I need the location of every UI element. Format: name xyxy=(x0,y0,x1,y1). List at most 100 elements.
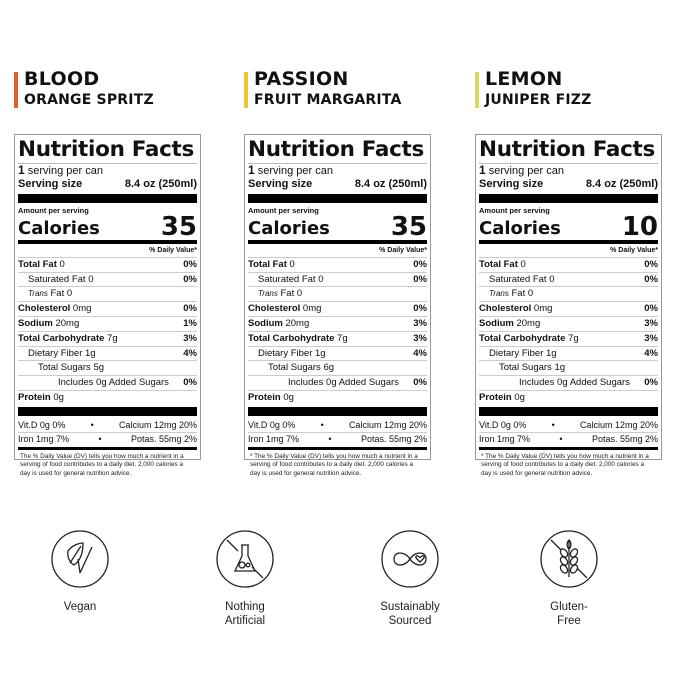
nutrient-name: Protein 0g xyxy=(479,391,525,405)
calories-value: 35 xyxy=(390,211,427,242)
nutrition-facts-title: Nutrition Facts xyxy=(479,137,658,164)
micronutrient-left: Iron 1mg 7% xyxy=(18,434,70,445)
amount-per-serving: Amount per serving xyxy=(18,205,89,215)
nutrient-label: Sodium xyxy=(18,317,53,329)
nutrient-name: Total Carbohydrate 7g xyxy=(18,332,118,346)
nutrient-row: Cholesterol 0mg 0% xyxy=(479,302,658,317)
nutrient-row: Saturated Fat 0 0% xyxy=(479,273,658,288)
feature-badge: Nothing Artificial xyxy=(185,528,305,628)
flavor-line-1: PASSION xyxy=(254,68,349,90)
flavor-line-2: ORANGE SPRITZ xyxy=(24,92,154,108)
nutrition-facts-title: Nutrition Facts xyxy=(18,137,197,164)
serving-size-row: Serving size 8.4 oz (250ml) xyxy=(248,178,427,192)
nutrient-row: Saturated Fat 0 0% xyxy=(18,273,197,288)
micronutrient-row: Iron 1mg 7% • Potas. 55mg 2% xyxy=(248,433,427,450)
no-wheat-icon xyxy=(509,528,629,590)
nutrient-name: Sodium 20mg xyxy=(248,317,309,331)
nutrient-amount: 0g xyxy=(514,391,525,403)
nutrient-daily-value: 3% xyxy=(413,332,427,344)
micronutrient-row: Iron 1mg 7% • Potas. 55mg 2% xyxy=(18,433,197,450)
nutrient-label: Total Sugars xyxy=(268,362,321,374)
nutrient-amount: 6g xyxy=(323,362,335,374)
nutrient-name: Sodium 20mg xyxy=(479,317,540,331)
nutrient-daily-value: 1% xyxy=(183,317,197,329)
nutrient-row: Total Sugars 1g xyxy=(479,361,658,377)
nutrient-label: Total Fat xyxy=(18,258,57,270)
thick-divider xyxy=(248,193,427,203)
flavor-accent-bar xyxy=(244,72,248,108)
nutrient-name: Total Sugars 1g xyxy=(479,361,565,375)
nutrient-daily-value: 0% xyxy=(644,377,658,389)
nutrient-daily-value: 4% xyxy=(644,347,658,359)
nutrient-label: Sodium xyxy=(248,317,283,329)
nutrient-label: Protein xyxy=(18,391,51,403)
servings-count: 1 xyxy=(479,163,486,177)
bullet-separator: • xyxy=(559,434,563,445)
nutrient-daily-value: 0% xyxy=(183,303,197,315)
nutrient-label: Dietary Fiber xyxy=(489,347,544,359)
no-flask-icon xyxy=(185,528,305,590)
bullet-separator: • xyxy=(98,434,102,445)
nutrient-name: Total Sugars 5g xyxy=(18,361,104,375)
micronutrient-row: Vit.D 0g 0% • Calcium 12mg 20% xyxy=(248,419,427,434)
nutrient-daily-value: 0% xyxy=(413,377,427,389)
daily-value-footnote: The % Daily Value (DV) tells you how muc… xyxy=(20,452,184,477)
nutrient-daily-value: 0% xyxy=(413,258,427,270)
nutrient-amount: 0 xyxy=(520,258,526,270)
thick-divider xyxy=(479,406,658,416)
feature-label: Vegan xyxy=(63,601,97,613)
nutrient-row: Sodium 20mg 1% xyxy=(18,317,197,332)
nutrient-daily-value: 0% xyxy=(644,258,658,270)
nutrient-name: Total Carbohydrate 7g xyxy=(248,332,348,346)
nutrient-name: Protein 0g xyxy=(18,391,64,405)
nutrient-amount: 20mg xyxy=(285,317,310,329)
flavor-line-1: LEMON xyxy=(485,68,563,90)
nutrient-amount: 0 xyxy=(289,258,295,270)
calories-label: Calories xyxy=(248,217,330,239)
nutrient-row: Total Fat 0 0% xyxy=(248,258,427,273)
nutrient-label: Total Fat xyxy=(479,258,518,270)
daily-value-header: % Daily Value* xyxy=(248,244,427,258)
nutrient-amount: 1g xyxy=(546,347,557,359)
nutrient-row: Sodium 20mg 3% xyxy=(248,317,427,332)
nutrient-label: Dietary Fiber xyxy=(28,347,83,359)
nutrient-row: Includes 0g Added Sugars 0% xyxy=(479,376,658,391)
bullet-separator: • xyxy=(551,419,555,430)
serving-size-row: Serving size 8.4 oz (250ml) xyxy=(479,178,658,192)
nutrient-name: Dietary Fiber 1g xyxy=(18,347,96,361)
nutrient-label: Saturated Fat xyxy=(489,273,547,285)
nutrient-label: Saturated Fat xyxy=(28,273,86,285)
nutrient-daily-value: 0% xyxy=(413,303,427,315)
flavor-name: BLOOD ORANGE SPRITZ xyxy=(14,69,154,111)
nutrient-daily-value: 3% xyxy=(644,317,658,329)
serving-size-label: Serving size xyxy=(479,178,544,190)
nutrient-row: Total Sugars 6g xyxy=(248,361,427,377)
flavor-name: PASSION FRUIT MARGARITA xyxy=(244,69,402,111)
nutrient-row: Saturated Fat 0 0% xyxy=(248,273,427,288)
servings-per-container: 1 serving per can xyxy=(18,164,197,178)
nutrient-label: Trans xyxy=(28,289,48,299)
nutrition-facts-panel: Nutrition Facts 1 serving per can Serving … xyxy=(475,134,662,477)
nutrient-amount: 0mg xyxy=(533,303,553,315)
micronutrient-left: Iron 1mg 7% xyxy=(248,434,300,445)
calories-value: 35 xyxy=(160,211,197,242)
flavor-line-2: FRUIT MARGARITA xyxy=(254,92,402,108)
nutrient-name: Includes 0g Added Sugars xyxy=(248,376,399,390)
amount-per-serving: Amount per serving xyxy=(479,205,550,215)
amount-per-serving: Amount per serving xyxy=(248,205,319,215)
micronutrient-right: Calcium 12mg 20% xyxy=(118,419,197,430)
nutrient-name: Cholesterol 0mg xyxy=(479,302,552,316)
nutrient-amount: 1g xyxy=(554,362,566,374)
nutrient-label: Total Sugars xyxy=(499,362,552,374)
nutrition-facts-panel: Nutrition Facts 1 serving per can Serving … xyxy=(14,134,201,477)
micronutrient-right: Potas. 55mg 2% xyxy=(130,434,197,445)
nutrient-name: Trans Fat 0 xyxy=(479,287,533,301)
nutrient-name: Includes 0g Added Sugars xyxy=(479,376,630,390)
nutrient-row: Total Carbohydrate 7g 3% xyxy=(248,332,427,347)
micronutrient-right: Potas. 55mg 2% xyxy=(591,434,658,445)
feature-badge: Sustainably Sourced xyxy=(350,528,470,628)
servings-count: 1 xyxy=(248,163,255,177)
nutrient-daily-value: 3% xyxy=(644,332,658,344)
serving-size-row: Serving size 8.4 oz (250ml) xyxy=(18,178,197,192)
nutrient-amount: 20mg xyxy=(516,317,541,329)
